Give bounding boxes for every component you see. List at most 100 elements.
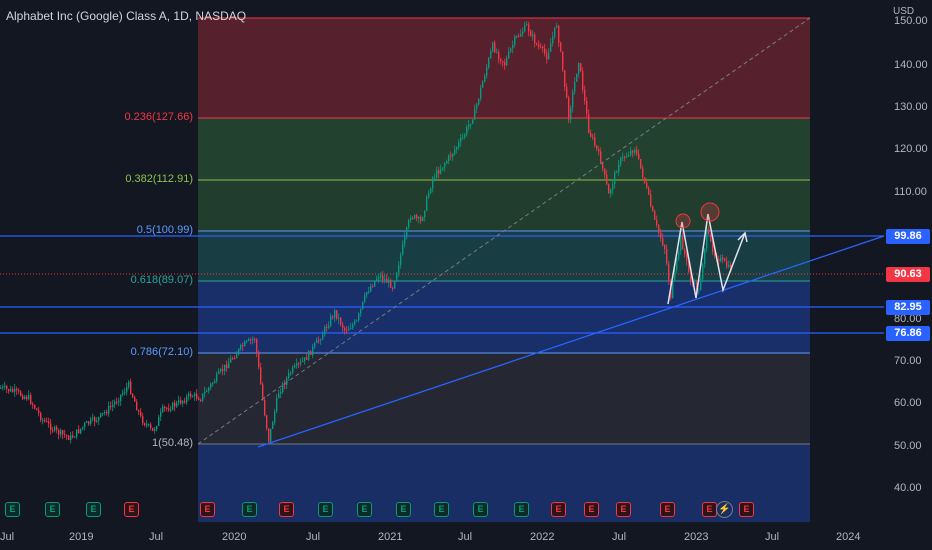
earnings-event-marker[interactable]: E <box>242 502 257 517</box>
candle-body <box>404 236 406 245</box>
candle-body <box>702 264 704 279</box>
earnings-event-marker[interactable]: E <box>5 502 20 517</box>
candle-body <box>484 75 486 82</box>
earnings-event-marker[interactable]: E <box>473 502 488 517</box>
candle-body <box>524 24 526 32</box>
candle-body <box>648 187 650 195</box>
candle-body <box>222 369 224 371</box>
candle-body <box>438 170 440 174</box>
earnings-event-marker[interactable]: E <box>318 502 333 517</box>
candle-body <box>706 228 708 249</box>
trend-line <box>257 235 885 448</box>
candle-body <box>114 401 116 405</box>
candle-body <box>126 387 128 392</box>
candle-body <box>80 428 82 433</box>
candle-body <box>612 184 614 190</box>
candle-body <box>186 396 188 403</box>
candle-body <box>356 320 358 322</box>
candle-body <box>380 275 382 278</box>
candle-body <box>364 295 366 302</box>
earnings-event-marker[interactable]: E <box>584 502 599 517</box>
candle-body <box>318 339 320 341</box>
earnings-event-marker[interactable]: E <box>660 502 675 517</box>
candle-body <box>330 316 332 326</box>
fib-level-label: 0.236(127.66) <box>124 111 194 123</box>
candle-body <box>252 339 254 341</box>
symbol-title[interactable]: Alphabet Inc (Google) Class A, 1D, NASDA… <box>6 9 247 23</box>
candle-body <box>58 429 60 435</box>
candle-body <box>616 172 618 174</box>
fib-zone <box>198 180 810 231</box>
candle-body <box>196 393 198 399</box>
candle-body <box>338 317 340 319</box>
candle-body <box>574 81 576 92</box>
earnings-event-marker[interactable]: E <box>702 502 717 517</box>
candle-body <box>326 326 328 328</box>
candle-body <box>346 330 348 332</box>
earnings-event-marker[interactable]: E <box>396 502 411 517</box>
candle-body <box>434 177 436 179</box>
earnings-event-marker[interactable]: E <box>357 502 372 517</box>
candle-body <box>36 408 38 411</box>
candle-body <box>378 277 380 279</box>
earnings-event-marker[interactable]: E <box>434 502 449 517</box>
earnings-event-marker[interactable]: E <box>124 502 139 517</box>
candle-body <box>646 182 648 188</box>
candle-body <box>362 301 364 309</box>
price-axis-label: 120.00 <box>894 143 928 155</box>
earnings-event-marker[interactable]: E <box>551 502 566 517</box>
candle-body <box>566 86 568 98</box>
candle-body <box>664 245 666 250</box>
candle-body <box>152 427 154 431</box>
candle-body <box>366 292 368 296</box>
candle-body <box>642 168 644 178</box>
earnings-event-marker[interactable]: E <box>45 502 60 517</box>
candle-body <box>26 396 28 400</box>
candle-body <box>348 328 350 331</box>
candle-body <box>30 394 32 404</box>
candle-body <box>582 71 584 90</box>
candle-body <box>556 25 558 28</box>
candle-body <box>640 158 642 169</box>
candle-body <box>520 34 522 37</box>
price-axis-label: 40.00 <box>894 482 922 494</box>
candle-body <box>654 211 656 220</box>
candle-body <box>456 147 458 150</box>
earnings-event-marker[interactable]: E <box>200 502 215 517</box>
candle-body <box>264 399 266 416</box>
fib-zone <box>198 281 810 353</box>
price-tag[interactable]: 99.86 <box>886 229 930 244</box>
candle-body <box>588 114 590 134</box>
candle-body <box>442 167 444 170</box>
candle-body <box>172 402 174 410</box>
candle-body <box>220 369 222 372</box>
candle-body <box>538 44 540 47</box>
candle-body <box>20 391 22 396</box>
candle-body <box>410 217 412 221</box>
candle-body <box>688 260 690 272</box>
price-tag[interactable]: 76.86 <box>886 326 930 341</box>
lightning-icon[interactable]: ⚡ <box>716 501 733 518</box>
earnings-event-marker[interactable]: E <box>279 502 294 517</box>
earnings-event-marker[interactable]: E <box>514 502 529 517</box>
earnings-event-marker[interactable]: E <box>86 502 101 517</box>
candle-body <box>578 63 580 74</box>
candle-body <box>394 281 396 289</box>
candle-body <box>32 403 34 406</box>
earnings-event-marker[interactable]: E <box>616 502 631 517</box>
candle-body <box>458 142 460 148</box>
price-tag[interactable]: 82.95 <box>886 300 930 315</box>
candle-body <box>396 272 398 282</box>
candle-body <box>708 228 710 235</box>
candle-body <box>618 164 620 173</box>
candle-body <box>492 42 494 52</box>
time-axis-label: Jul <box>306 531 321 543</box>
price-tag[interactable]: 90.63 <box>886 267 930 282</box>
candle-body <box>680 235 682 251</box>
earnings-event-marker[interactable]: E <box>739 502 754 517</box>
candle-body <box>342 324 344 328</box>
candle-body <box>106 411 108 414</box>
candle-body <box>224 364 226 371</box>
candle-body <box>496 51 498 53</box>
